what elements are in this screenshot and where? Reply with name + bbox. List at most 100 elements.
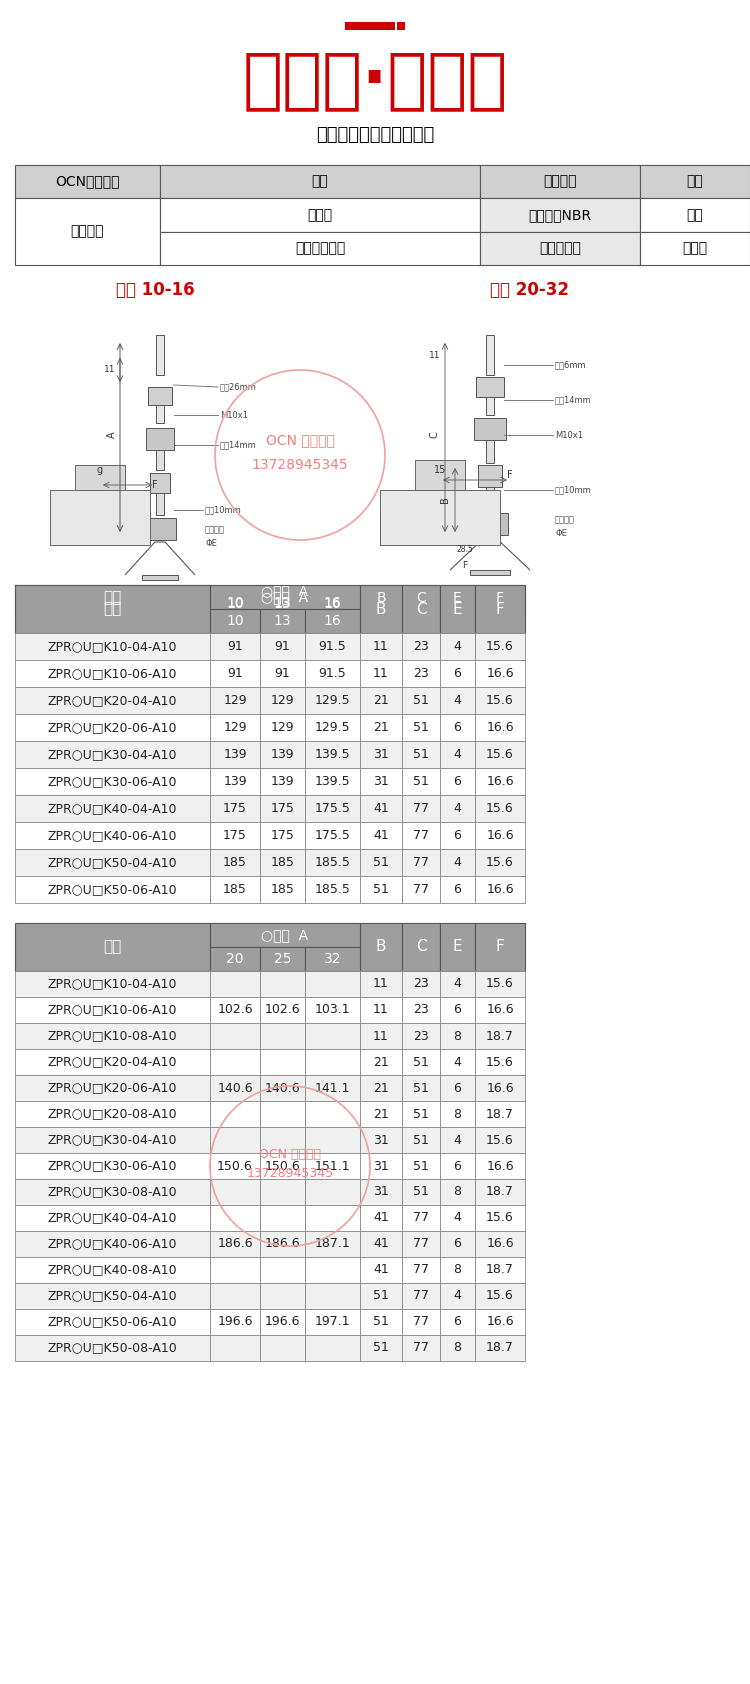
Text: 对边6mm: 对边6mm — [555, 360, 586, 369]
Text: 31: 31 — [374, 775, 388, 788]
Text: C: C — [430, 431, 440, 438]
Text: E: E — [453, 591, 462, 605]
Text: 16.6: 16.6 — [486, 1004, 514, 1017]
Text: 6: 6 — [454, 1004, 461, 1017]
Bar — [440, 1127, 475, 1154]
Bar — [475, 1179, 525, 1206]
Text: 16.6: 16.6 — [486, 721, 514, 734]
Bar — [210, 1101, 260, 1127]
Text: g: g — [97, 465, 103, 475]
Text: 4: 4 — [454, 640, 461, 653]
Bar — [402, 923, 440, 972]
Text: 139: 139 — [271, 748, 294, 761]
Bar — [210, 598, 360, 610]
Bar — [475, 1283, 525, 1308]
Text: 18.7: 18.7 — [486, 1029, 514, 1042]
Text: 11: 11 — [374, 1004, 388, 1017]
Bar — [475, 1335, 525, 1361]
Bar — [15, 633, 210, 660]
Text: 对边14mm: 对边14mm — [555, 396, 592, 404]
Text: 185: 185 — [223, 855, 247, 869]
Bar — [15, 1179, 210, 1206]
Bar — [15, 1022, 210, 1049]
Bar — [402, 1283, 440, 1308]
Bar — [305, 946, 360, 972]
Text: 15.6: 15.6 — [486, 1133, 514, 1147]
Bar — [210, 1179, 260, 1206]
Bar — [440, 741, 475, 768]
Text: 对边10mm: 对边10mm — [555, 485, 592, 495]
Text: 8: 8 — [454, 1186, 461, 1199]
Text: 186.6: 186.6 — [265, 1238, 300, 1251]
Bar — [402, 1101, 440, 1127]
Text: C: C — [416, 940, 426, 955]
Bar — [360, 1179, 402, 1206]
Bar — [475, 660, 525, 687]
Bar — [305, 876, 360, 903]
Bar — [15, 1206, 210, 1231]
Bar — [402, 1335, 440, 1361]
Bar — [305, 997, 360, 1022]
Text: 18.7: 18.7 — [486, 1186, 514, 1199]
Text: 139: 139 — [224, 748, 247, 761]
Text: F: F — [496, 601, 504, 616]
Text: 77: 77 — [413, 802, 429, 815]
Text: 51: 51 — [373, 1315, 389, 1329]
Text: 6: 6 — [454, 1238, 461, 1251]
Text: 139: 139 — [271, 775, 294, 788]
Bar — [360, 768, 402, 795]
Bar — [440, 822, 475, 849]
Text: OCN 真空吸盘: OCN 真空吸盘 — [259, 1147, 321, 1160]
Bar — [440, 1206, 475, 1231]
Bar — [402, 1206, 440, 1231]
Bar — [402, 687, 440, 714]
Bar — [486, 335, 494, 376]
Text: 77: 77 — [413, 1315, 429, 1329]
Bar — [475, 997, 525, 1022]
Bar — [146, 428, 174, 450]
Text: 盘径 10-16: 盘径 10-16 — [116, 281, 194, 300]
Bar — [260, 1127, 305, 1154]
Text: 41: 41 — [374, 1263, 388, 1276]
Bar — [360, 972, 402, 997]
Text: 21: 21 — [374, 721, 388, 734]
Bar — [15, 165, 160, 199]
Text: ○吸盘  A: ○吸盘 A — [262, 589, 308, 605]
Text: 129.5: 129.5 — [315, 721, 350, 734]
Bar — [475, 1154, 525, 1179]
Text: 91: 91 — [227, 667, 243, 680]
Bar — [15, 1308, 210, 1335]
Text: ΦE: ΦE — [555, 529, 567, 537]
Text: 25: 25 — [274, 951, 291, 967]
Text: 6: 6 — [454, 667, 461, 680]
Bar — [210, 1231, 260, 1256]
Bar — [210, 633, 260, 660]
Bar — [305, 1101, 360, 1127]
Text: M10x1: M10x1 — [220, 411, 248, 419]
Text: 51: 51 — [413, 1160, 429, 1172]
Bar — [15, 611, 210, 623]
Text: 32: 32 — [324, 951, 341, 967]
Text: 16.6: 16.6 — [486, 882, 514, 896]
Bar — [260, 1022, 305, 1049]
Bar — [360, 822, 402, 849]
Text: 51: 51 — [373, 1342, 389, 1354]
Bar — [260, 633, 305, 660]
Bar — [156, 335, 164, 376]
Text: 140.6: 140.6 — [217, 1081, 253, 1095]
Bar — [305, 1256, 360, 1283]
Bar — [15, 660, 210, 687]
Bar — [440, 923, 475, 972]
Bar — [15, 1335, 210, 1361]
Text: 16: 16 — [324, 615, 341, 628]
Bar — [475, 1127, 525, 1154]
Bar — [210, 660, 260, 687]
Bar — [360, 687, 402, 714]
Text: 8: 8 — [454, 1342, 461, 1354]
Bar — [15, 795, 210, 822]
Bar — [478, 465, 502, 487]
Bar — [210, 1335, 260, 1361]
Text: ZPR○U□K20-04-A10: ZPR○U□K20-04-A10 — [48, 694, 177, 707]
Bar — [156, 493, 164, 515]
Text: 4: 4 — [454, 802, 461, 815]
